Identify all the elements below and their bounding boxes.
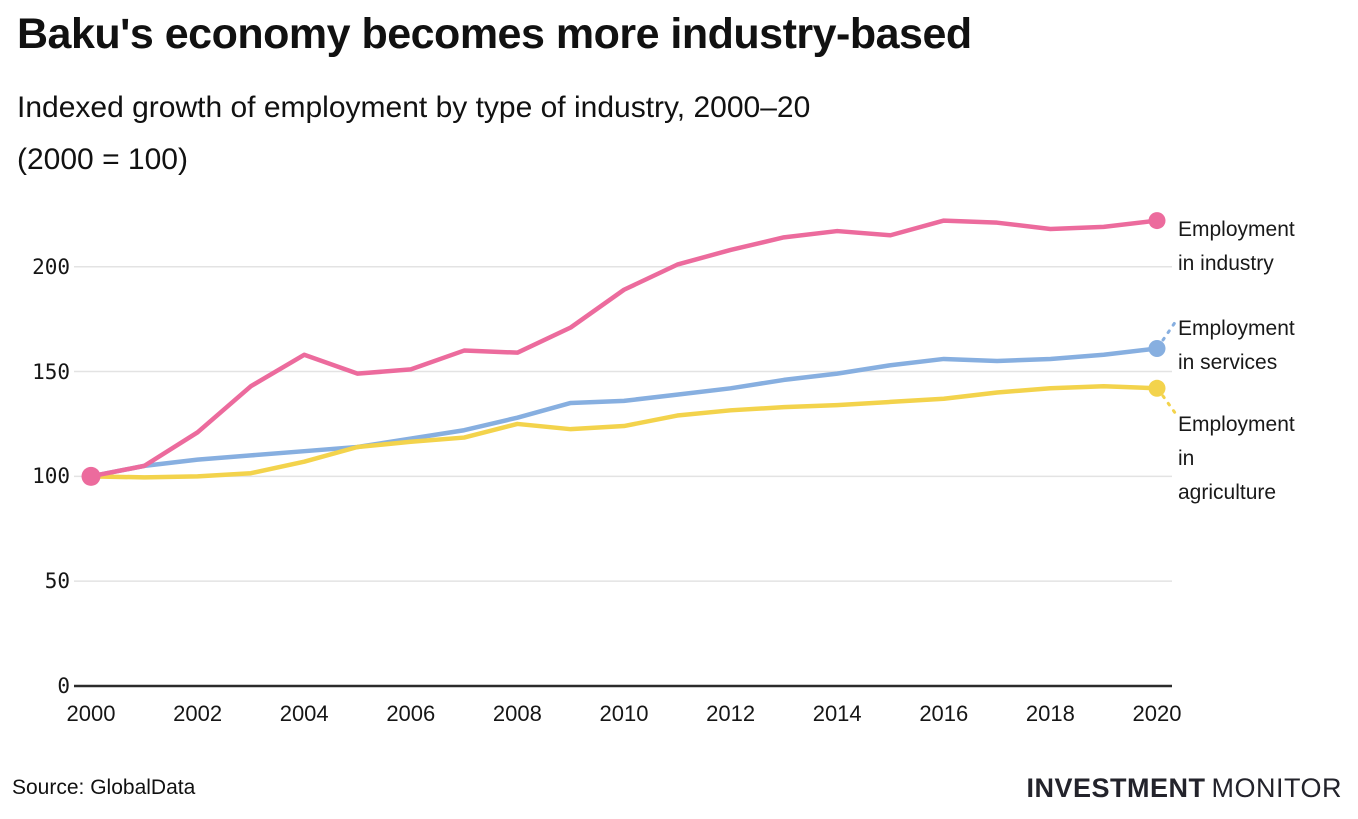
series-line-agriculture bbox=[88, 383, 1160, 480]
y-tick-100: 100 bbox=[32, 464, 70, 489]
x-tick-2020: 2020 bbox=[1132, 701, 1182, 726]
legend-leader-services bbox=[1161, 319, 1178, 342]
end-dot-agriculture bbox=[1148, 379, 1166, 397]
y-tick-0: 0 bbox=[57, 674, 70, 698]
investment-monitor-logo: INVESTMENT MONITOR bbox=[1026, 773, 1342, 804]
legend-label-industry: Employment in industry bbox=[1178, 218, 1295, 275]
end-dot-services bbox=[1148, 339, 1166, 357]
x-tick-2000: 2000 bbox=[66, 701, 116, 726]
logo-word-investment: INVESTMENT bbox=[1026, 773, 1206, 803]
x-tick-2006: 2006 bbox=[386, 701, 436, 726]
logo-word-monitor: MONITOR bbox=[1211, 773, 1342, 803]
chart-title: Baku's economy becomes more industry-bas… bbox=[17, 10, 972, 58]
x-tick-2002: 2002 bbox=[173, 701, 223, 726]
y-tick-150: 150 bbox=[32, 359, 70, 384]
x-tick-2014: 2014 bbox=[812, 701, 862, 726]
start-dot-industry bbox=[81, 466, 101, 486]
x-tick-2016: 2016 bbox=[919, 701, 969, 726]
legend-label-services: Employment in services bbox=[1178, 317, 1295, 374]
series-line-industry bbox=[88, 218, 1160, 479]
chart-subtitle: Indexed growth of employment by type of … bbox=[17, 91, 811, 176]
x-tick-2008: 2008 bbox=[492, 701, 542, 726]
x-tick-2010: 2010 bbox=[599, 701, 649, 726]
source-credit: Source: GlobalData bbox=[12, 776, 196, 799]
end-dot-industry bbox=[1148, 212, 1166, 230]
legend-label-agriculture: Employment in agriculture bbox=[1178, 413, 1295, 504]
legend-leader-agriculture bbox=[1161, 394, 1180, 419]
y-tick-200: 200 bbox=[32, 254, 70, 279]
series-line-services bbox=[88, 346, 1160, 479]
y-tick-50: 50 bbox=[44, 569, 70, 594]
x-tick-2012: 2012 bbox=[706, 701, 756, 726]
x-tick-2004: 2004 bbox=[279, 701, 329, 726]
x-tick-2018: 2018 bbox=[1025, 701, 1075, 726]
